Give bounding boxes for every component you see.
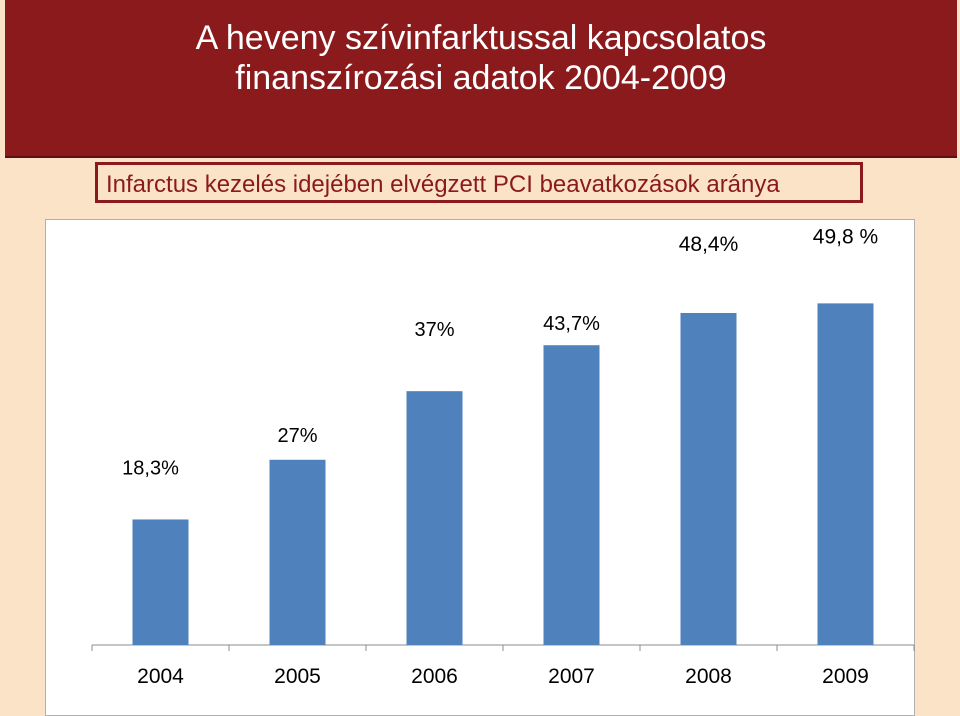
bar-2006 — [406, 391, 463, 645]
data-label-2006: 37% — [414, 319, 454, 341]
bar-2007 — [543, 345, 600, 645]
data-label-2005: 27% — [277, 425, 317, 447]
plot-area — [45, 219, 915, 716]
x-tick-label-2005: 2005 — [274, 665, 321, 688]
title-band: A heveny szívinfarktussal kapcsolatos fi… — [5, 0, 957, 158]
chart-subtitle: Infarctus kezelés idejében elvégzett PCI… — [106, 171, 780, 198]
x-tick-label-2007: 2007 — [548, 665, 595, 688]
bar-2005 — [269, 459, 326, 645]
title-line-2: finanszírozási adatok 2004-2009 — [235, 59, 727, 97]
page-title: A heveny szívinfarktussal kapcsolatos fi… — [5, 18, 957, 98]
data-label-2004: 18,3% — [122, 457, 179, 479]
x-tick-label-2006: 2006 — [411, 665, 458, 688]
bar-2008 — [680, 312, 737, 645]
bar-2004 — [132, 519, 189, 645]
data-label-2008: 48,4% — [679, 233, 739, 256]
title-line-1: A heveny szívinfarktussal kapcsolatos — [195, 19, 767, 57]
bar-2009 — [817, 303, 874, 645]
chart-subtitle-box: Infarctus kezelés idejében elvégzett PCI… — [95, 162, 863, 203]
data-label-2009: 49,8 % — [813, 225, 878, 248]
x-tick-label-2009: 2009 — [822, 665, 869, 688]
x-tick-label-2008: 2008 — [685, 665, 732, 688]
x-tick-label-2004: 2004 — [137, 665, 184, 688]
data-label-2007: 43,7% — [543, 313, 600, 335]
